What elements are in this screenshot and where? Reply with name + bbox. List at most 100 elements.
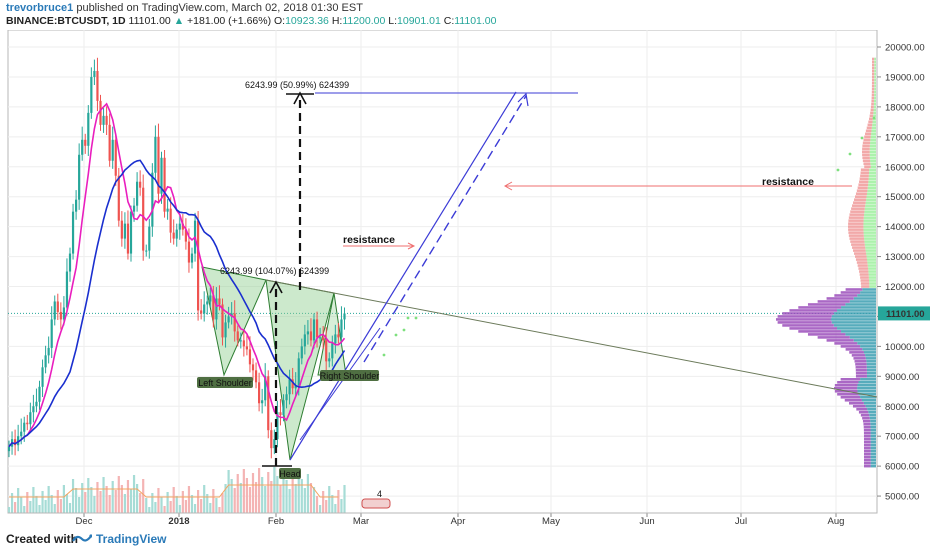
- volume-bar: [337, 490, 340, 513]
- vp-bar-up: [863, 216, 876, 219]
- candle-body: [337, 334, 340, 338]
- y-axis[interactable]: 20000.00 19000.00 18000.00 17000.00 16000.00…: [877, 43, 930, 503]
- x-tick-label: Jul: [735, 516, 747, 527]
- tradingview-brand[interactable]: TradingView: [96, 532, 167, 546]
- publish-text: published on TradingView.com, March 02, …: [76, 2, 363, 14]
- volume-bar: [209, 503, 212, 513]
- vp-bar-up: [865, 204, 876, 207]
- vp-bar-down: [863, 425, 871, 429]
- vp-bar-up: [873, 108, 876, 112]
- vp-bar-down: [844, 398, 862, 402]
- vp-bar-down: [817, 300, 850, 303]
- vp-bar-up: [857, 386, 876, 390]
- vp-bar-up: [863, 222, 876, 225]
- volume-bar: [105, 486, 108, 513]
- volume-bar: [184, 500, 187, 513]
- vp-bar-up: [867, 264, 876, 267]
- vp-bar-up: [870, 138, 876, 142]
- volume-bar: [160, 497, 163, 513]
- candle-body: [163, 157, 166, 212]
- vp-bar-down: [855, 255, 867, 258]
- volume-bar: [203, 485, 206, 513]
- vp-bar-up: [863, 234, 876, 237]
- vp-bar-down: [837, 381, 859, 384]
- volume-bar: [197, 490, 200, 513]
- vp-bar-up: [860, 395, 876, 399]
- y-tick-label: 15000.00: [885, 192, 925, 203]
- candle-body: [184, 229, 187, 242]
- vp-bar-down: [862, 156, 870, 160]
- vp-bar-up: [857, 389, 876, 393]
- volume-bar: [294, 484, 297, 513]
- vp-bar-down: [870, 111, 874, 115]
- vp-bar-up: [873, 99, 876, 103]
- vp-bar-down: [871, 81, 875, 85]
- volume-bar: [239, 483, 242, 513]
- candle-body: [264, 376, 267, 401]
- candle-body: [276, 412, 279, 440]
- candle-body: [111, 139, 114, 161]
- candle-body: [136, 181, 139, 206]
- vp-bar-down: [852, 404, 866, 408]
- vp-bar-down: [863, 138, 871, 142]
- candle-body: [267, 376, 270, 431]
- candle-body: [261, 400, 264, 404]
- open-label: O:: [274, 15, 286, 27]
- volume-bar: [187, 486, 191, 513]
- volume-bar: [215, 498, 218, 513]
- vp-bar-up: [857, 294, 876, 297]
- volume-bar: [10, 493, 14, 513]
- vp-bar-up: [868, 267, 876, 270]
- vp-bar-down: [854, 360, 867, 363]
- author-link[interactable]: trevorbruce1: [6, 2, 74, 14]
- vp-bar-up: [870, 446, 876, 450]
- price-chart[interactable]: 20000.00 19000.00 18000.00 17000.00 16000.00…: [0, 30, 932, 529]
- vp-bar-down: [840, 395, 861, 399]
- y-tick-label: 19000.00: [885, 72, 925, 83]
- vp-bar-up: [865, 201, 876, 204]
- vp-bar-down: [845, 288, 863, 291]
- candle-body: [62, 307, 65, 320]
- vp-bar-up: [870, 443, 876, 447]
- vp-bar-up: [874, 57, 876, 61]
- volume-bar: [96, 482, 99, 513]
- candle-body: [90, 76, 93, 113]
- y-tick-label: 12000.00: [885, 282, 925, 293]
- symbol-label[interactable]: BINANCE:BTCUSDT, 1D: [6, 15, 126, 27]
- close-label: C:: [443, 15, 455, 27]
- vp-bar-up: [864, 240, 876, 243]
- vp-bar-down: [834, 342, 858, 345]
- vp-bar-up: [868, 183, 876, 187]
- left-shoulder-label: Left Shoulder: [198, 378, 252, 388]
- projected-path: [363, 95, 527, 363]
- vp-bar-down: [864, 165, 871, 169]
- vp-bar-up: [870, 141, 876, 145]
- candle-body: [215, 298, 218, 320]
- candle-body: [151, 172, 154, 227]
- volume-bar: [248, 487, 252, 513]
- volume-bar: [32, 487, 35, 513]
- candle-body: [288, 379, 291, 395]
- volume-bar: [65, 494, 69, 513]
- volume-bar: [224, 484, 227, 513]
- candle-body: [20, 431, 23, 437]
- green-dotted-point: [860, 136, 864, 140]
- volume-bar: [258, 468, 261, 513]
- vp-bar-up: [866, 363, 876, 366]
- vp-bar-up: [869, 147, 876, 151]
- vp-bar-up: [841, 306, 876, 309]
- vp-bar-up: [874, 96, 876, 100]
- green-dotted-point: [402, 328, 406, 332]
- vp-bar-down: [840, 378, 861, 381]
- vp-bar-up: [874, 69, 876, 73]
- volume-bar: [227, 470, 230, 513]
- vp-bar-down: [861, 285, 870, 288]
- vp-bar-down: [807, 333, 846, 336]
- vp-bar-down: [871, 90, 875, 94]
- volume-bar: [267, 472, 270, 513]
- vp-bar-down: [857, 186, 868, 190]
- x-axis[interactable]: Dec 2018 Feb Mar Apr May Jun Jul Aug: [8, 512, 877, 527]
- volume-bar: [343, 485, 346, 513]
- volume-bar: [312, 487, 316, 513]
- candle-body: [123, 223, 126, 239]
